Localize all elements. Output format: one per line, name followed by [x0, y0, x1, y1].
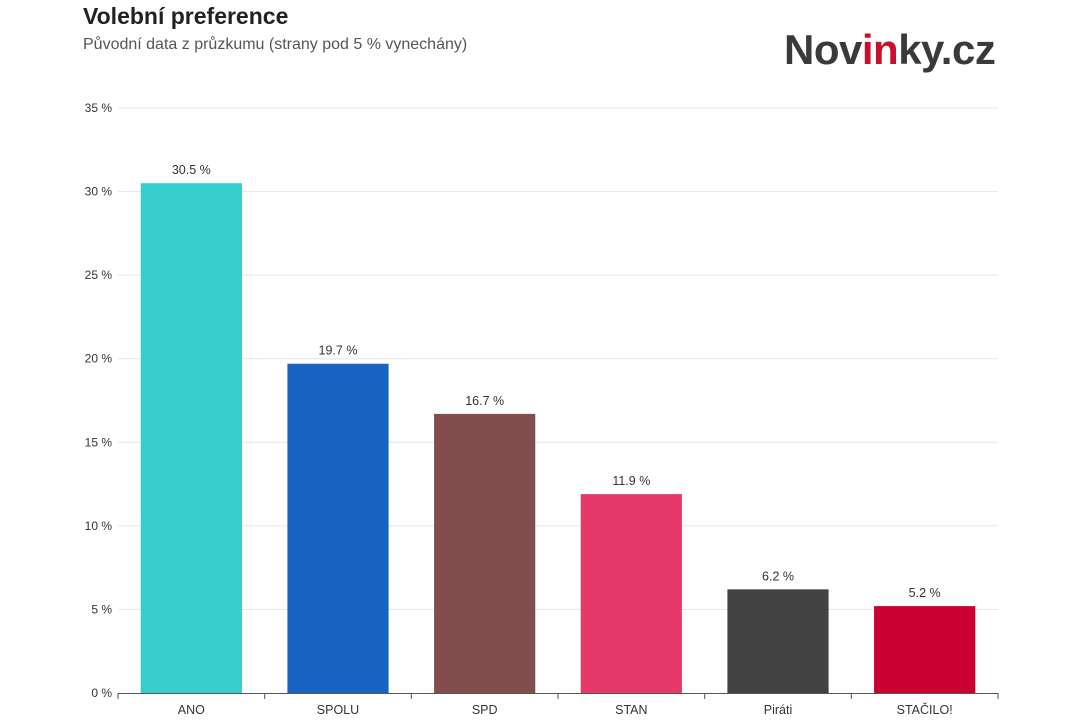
brand-logo: Novinky.cz	[784, 26, 996, 74]
data-label: 16.7 %	[465, 394, 504, 408]
x-tick-label: SPOLU	[317, 703, 359, 717]
y-axis-ticks: 0 % 5 % 10 % 15 % 20 % 25 % 30 % 35 %	[85, 101, 113, 700]
data-label: 5.2 %	[909, 586, 941, 600]
brand-logo-part-2: in	[861, 26, 899, 73]
bar-stan	[580, 494, 682, 693]
bar-stailo	[874, 606, 976, 693]
x-tick-label: SPD	[472, 703, 498, 717]
brand-logo-part-1: Nov	[784, 26, 862, 73]
gridlines	[118, 107, 998, 610]
y-tick-label: 30 %	[85, 185, 113, 199]
y-tick-label: 5 %	[91, 602, 112, 616]
x-tick-label: STAČILO!	[897, 702, 953, 717]
bar-ano	[140, 183, 242, 693]
bars	[140, 183, 976, 693]
brand-logo-part-3: ky.cz	[898, 26, 996, 73]
x-tick-label: Piráti	[764, 703, 792, 717]
chart-title: Volební preference	[83, 3, 289, 29]
chart-subtitle: Původní data z průzkumu (strany pod 5 % …	[83, 36, 468, 53]
data-label: 11.9 %	[612, 474, 650, 488]
bar-spolu	[287, 363, 389, 693]
bar-spd	[434, 413, 536, 693]
data-labels: 30.5 % 19.7 % 16.7 % 11.9 % 6.2 % 5.2 %	[172, 163, 941, 600]
x-tick-label: ANO	[178, 703, 205, 717]
y-tick-label: 15 %	[85, 435, 113, 449]
x-tick-label: STAN	[615, 703, 647, 717]
y-tick-label: 20 %	[85, 352, 113, 366]
data-label: 19.7 %	[319, 344, 358, 358]
y-tick-label: 35 %	[85, 101, 113, 115]
y-tick-label: 25 %	[85, 268, 113, 282]
data-label: 6.2 %	[762, 569, 794, 583]
y-tick-label: 0 %	[91, 686, 112, 700]
y-tick-label: 10 %	[85, 519, 113, 533]
data-label: 30.5 %	[172, 163, 211, 177]
bar-pirti	[727, 589, 829, 693]
x-axis: ANO SPOLU SPD STAN Piráti STAČILO!	[117, 693, 999, 717]
